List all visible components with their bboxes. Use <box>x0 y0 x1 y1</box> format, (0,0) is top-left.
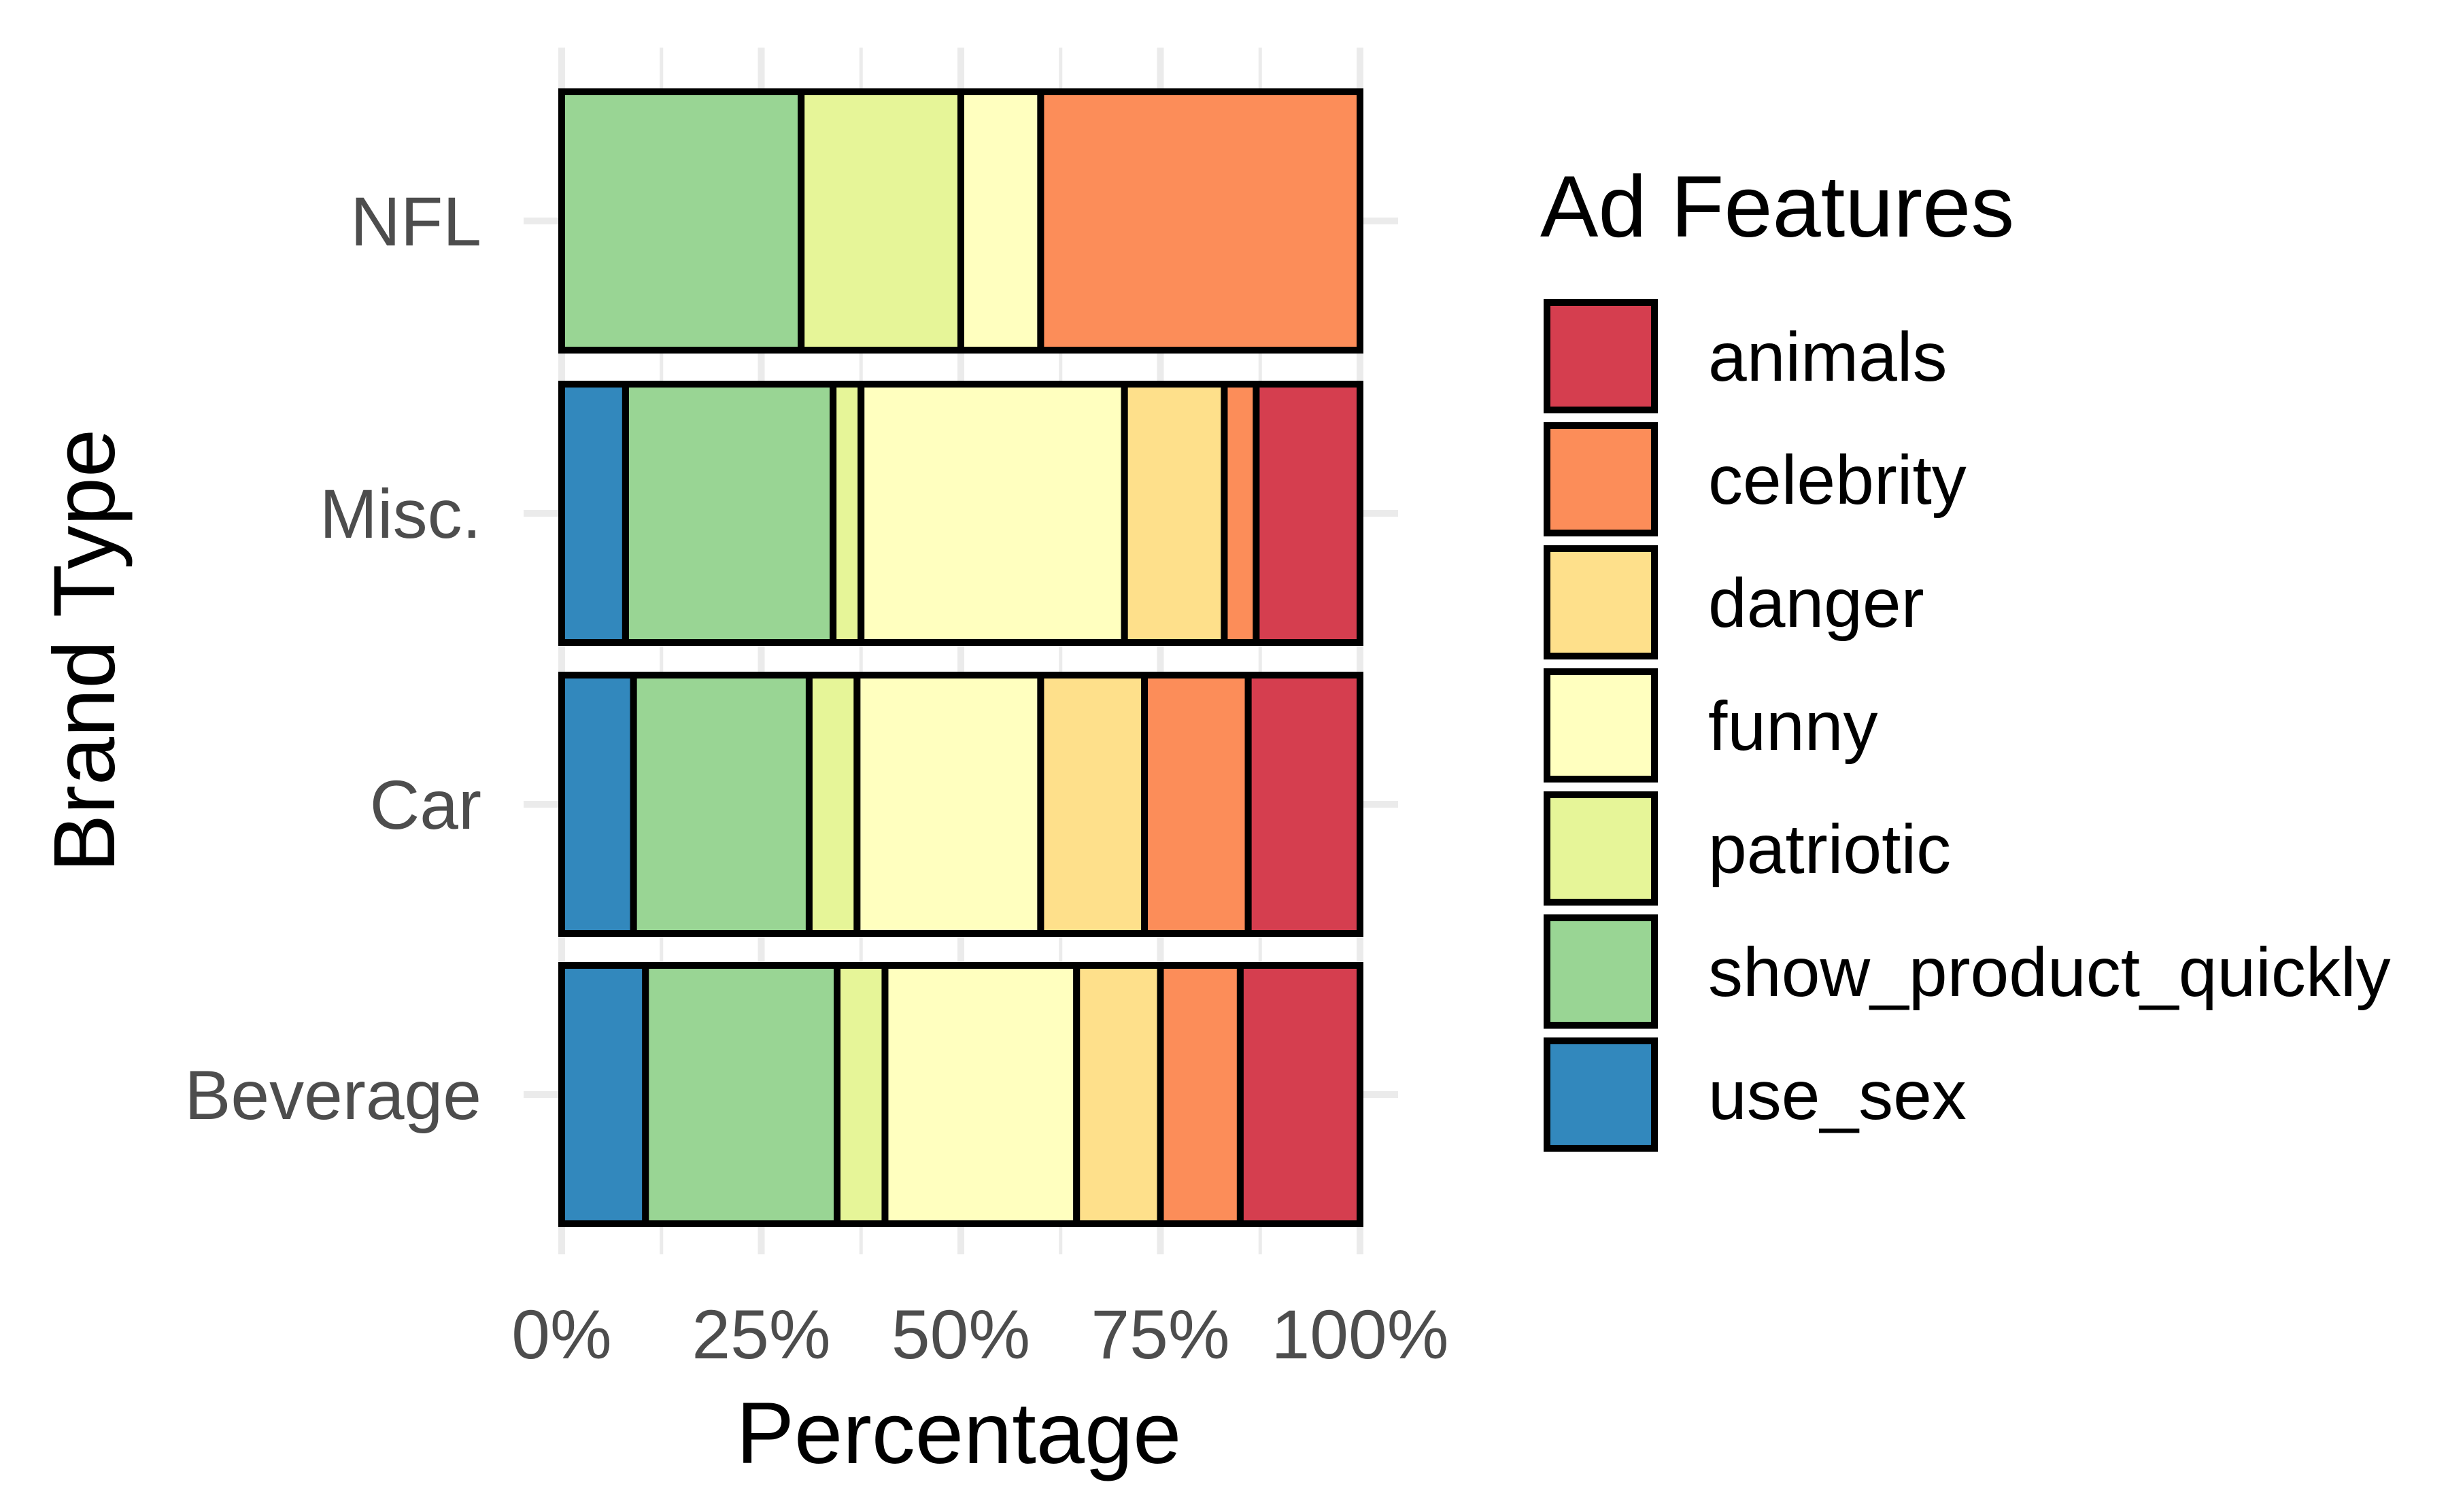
y-tick-label: Misc. <box>320 475 481 553</box>
bar-segment-danger-car <box>1037 672 1149 937</box>
legend-label-show_product_quickly: show_product_quickly <box>1708 933 2391 1011</box>
bar-segment-funny-nfl <box>957 88 1044 354</box>
legend-key-animals <box>1544 299 1658 413</box>
bar-segment-patriotic-beverage <box>834 962 889 1227</box>
legend-key-danger <box>1544 545 1658 659</box>
bar-segment-show_product_quickly-misc <box>622 381 837 646</box>
x-axis-title: Percentage <box>736 1385 1182 1482</box>
bar-segment-patriotic-car <box>805 672 861 937</box>
bar-segment-patriotic-nfl <box>798 88 964 354</box>
x-tick-label: 100% <box>1272 1296 1449 1373</box>
bar-segment-funny-beverage <box>881 962 1081 1227</box>
legend-key-use_sex <box>1544 1037 1658 1152</box>
y-axis-ticks: Beverage Car Misc. NFL <box>184 183 481 1134</box>
legend-label-use_sex: use_sex <box>1708 1056 1967 1134</box>
y-tick-label: Car <box>370 766 481 844</box>
bar-segment-danger-misc <box>1121 381 1228 646</box>
bar-segment-use_sex-car <box>558 672 637 937</box>
bar-segment-show_product_quickly-beverage <box>642 962 841 1227</box>
bar-segment-animals-beverage <box>1236 962 1364 1227</box>
bar-segment-animals-misc <box>1253 381 1363 646</box>
legend-key-show_product_quickly <box>1544 914 1658 1029</box>
bar-segment-animals-car <box>1244 672 1364 937</box>
x-tick-label: 50% <box>891 1296 1030 1373</box>
legend-label-celebrity: celebrity <box>1708 441 1967 519</box>
x-tick-label: 25% <box>692 1296 830 1373</box>
bar-segment-celebrity-nfl <box>1037 88 1364 354</box>
legend-key-patriotic <box>1544 791 1658 906</box>
bar-segment-funny-car <box>853 672 1044 937</box>
bar-segment-danger-beverage <box>1073 962 1164 1227</box>
bar-segment-show_product_quickly-car <box>630 672 813 937</box>
legend-label-funny: funny <box>1708 687 1878 765</box>
y-tick-label: NFL <box>350 183 481 260</box>
bar-segment-use_sex-misc <box>558 381 629 646</box>
x-tick-label: 75% <box>1091 1296 1229 1373</box>
legend-label-animals: animals <box>1708 318 1947 396</box>
legend: Ad Features animals celebrity danger funny p… <box>1540 158 2391 1152</box>
legend-label-patriotic: patriotic <box>1708 810 1951 888</box>
bar-segment-show_product_quickly-nfl <box>558 88 805 354</box>
bar-segment-patriotic-misc <box>830 381 865 646</box>
bar-segment-celebrity-misc <box>1221 381 1260 646</box>
legend-title: Ad Features <box>1540 158 2014 256</box>
x-axis-ticks: 0% 25% 50% 75% 100% <box>511 1296 1448 1373</box>
legend-key-funny <box>1544 668 1658 783</box>
bars <box>558 88 1364 1227</box>
legend-key-celebrity <box>1544 422 1658 536</box>
bar-segment-celebrity-beverage <box>1157 962 1244 1227</box>
bar-segment-use_sex-beverage <box>558 962 649 1227</box>
x-tick-label: 0% <box>511 1296 611 1373</box>
y-tick-label: Beverage <box>184 1056 481 1134</box>
legend-label-danger: danger <box>1708 564 1924 642</box>
legend-items: animals celebrity danger funny patriotic show… <box>1544 299 2391 1152</box>
y-axis-title: Brand Type <box>36 429 133 872</box>
bar-segment-celebrity-car <box>1141 672 1252 937</box>
bar-segment-funny-misc <box>857 381 1128 646</box>
